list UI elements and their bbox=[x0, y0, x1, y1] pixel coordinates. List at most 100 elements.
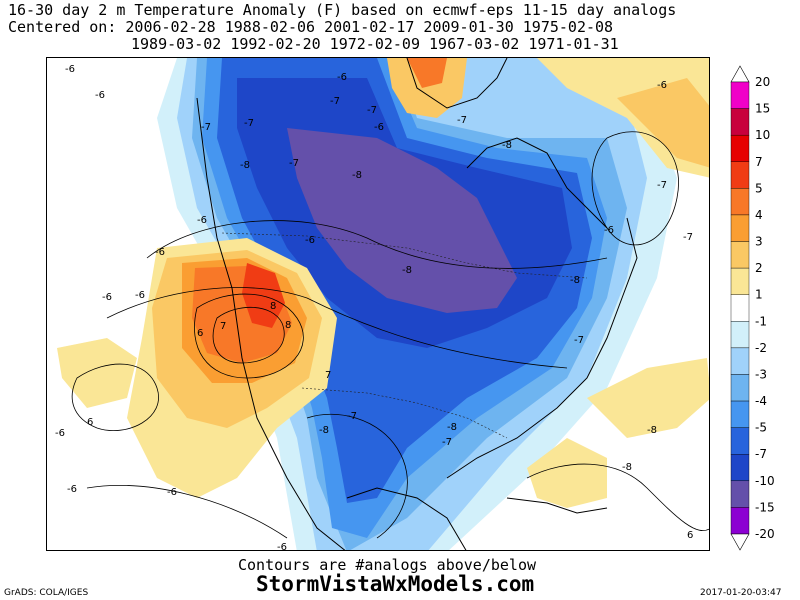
contour-label: -7 bbox=[683, 232, 693, 243]
site-name: StormVistaWxModels.com bbox=[256, 572, 535, 596]
warm-anomaly-caribbean bbox=[527, 438, 607, 508]
legend-tick-label: 4 bbox=[755, 208, 763, 222]
legend-tick-label: 10 bbox=[755, 128, 770, 142]
warm-anomaly-north-core bbox=[407, 58, 447, 88]
warm-anomaly-atlantic bbox=[587, 358, 709, 438]
legend-swatch bbox=[730, 480, 750, 508]
contour-label: -8 bbox=[402, 265, 412, 276]
contour-label: -6 bbox=[337, 72, 347, 83]
legend-tick-label: 1 bbox=[755, 288, 763, 302]
contour-label: -6 bbox=[55, 428, 65, 439]
political-borders bbox=[221, 232, 588, 439]
legend-swatch bbox=[730, 321, 750, 349]
legend-tick-label: -20 bbox=[755, 527, 775, 541]
contour-label: -6 bbox=[102, 292, 112, 303]
contour-label: -8 bbox=[352, 170, 362, 181]
legend-tick-label: 20 bbox=[755, 75, 770, 89]
software-credit: GrADS: COLA/IGES bbox=[4, 588, 89, 598]
warm-anomaly-north bbox=[387, 58, 467, 118]
contour-label: -7 bbox=[367, 105, 377, 116]
legend-canvas: 20 15 10 7 5 4 3 2 1 -1 -2 -3 -4 -5 -7 -10 -15 -20 bbox=[730, 65, 775, 551]
contour-label: -7 bbox=[289, 158, 299, 169]
contour-label: 6 bbox=[197, 328, 203, 339]
legend-swatch bbox=[730, 454, 750, 482]
contour-label: -8 bbox=[240, 160, 250, 171]
legend-tick-label: -3 bbox=[755, 367, 767, 381]
contour-label: 8 bbox=[285, 320, 291, 331]
contour-label: -8 bbox=[622, 462, 632, 473]
contour-label: 8 bbox=[270, 301, 276, 312]
contour-label: -6 bbox=[135, 290, 145, 301]
contour-value-labels: -6 -6 -7 -7 -7 -6 -7 -7 -6 -8 -8 -6 -7 -… bbox=[55, 64, 693, 551]
contour-label: -8 bbox=[502, 140, 512, 151]
legend-tick-label: 15 bbox=[755, 102, 770, 116]
warm-anomaly-northeast-2 bbox=[617, 78, 709, 168]
contour-label: -6 bbox=[65, 64, 75, 75]
contour-label: -6 bbox=[657, 80, 667, 91]
warm-anomaly-5 bbox=[242, 263, 285, 328]
legend-lower-arrow bbox=[730, 533, 750, 551]
contour-label: -8 bbox=[447, 422, 457, 433]
legend-swatch bbox=[730, 294, 750, 322]
contour-label: -8 bbox=[319, 425, 329, 436]
contour-label: -7 bbox=[657, 180, 667, 191]
contour-label: -7 bbox=[201, 122, 211, 133]
legend-tick-label: -10 bbox=[755, 474, 775, 488]
contour-label: -6 bbox=[604, 225, 614, 236]
legend-swatch bbox=[730, 214, 750, 242]
legend-swatch bbox=[730, 161, 750, 189]
color-scale-legend: 20 15 10 7 5 4 3 2 1 -1 -2 -3 -4 -5 -7 -10 -15 -20 bbox=[727, 64, 787, 554]
legend-swatch bbox=[730, 267, 750, 295]
contour-label: -7 bbox=[330, 96, 340, 107]
legend-tick-label: 2 bbox=[755, 261, 763, 275]
legend-tick-label: 7 bbox=[755, 155, 763, 169]
contour-note: Contours are #analogs above/below bbox=[238, 556, 537, 574]
contour-label: 7 bbox=[220, 321, 226, 332]
title-line-2: Centered on: 2006-02-28 1988-02-06 2001-… bbox=[8, 18, 614, 36]
contour-label: -6 bbox=[374, 122, 384, 133]
map-canvas: -6 -6 -7 -7 -7 -6 -7 -7 -6 -8 -8 -6 -7 -… bbox=[47, 58, 709, 551]
coastlines bbox=[196, 58, 638, 550]
contour-lines bbox=[71, 131, 709, 539]
legend-tick-label: 5 bbox=[755, 181, 763, 195]
contour-label: 6 bbox=[687, 530, 693, 541]
legend-tick-label: -15 bbox=[755, 500, 775, 514]
contour-label: -6 bbox=[197, 215, 207, 226]
contour-label: -6 bbox=[305, 235, 315, 246]
legend-swatch bbox=[730, 427, 750, 455]
contour-label: -6 bbox=[277, 542, 287, 551]
legend-tick-label: -2 bbox=[755, 341, 767, 355]
timestamp: 2017-01-20-03:47 bbox=[700, 588, 782, 598]
contour-label: -7 bbox=[457, 115, 467, 126]
title-line-3: 1989-03-02 1992-02-20 1972-02-09 1967-03… bbox=[131, 35, 619, 53]
legend-swatch bbox=[730, 347, 750, 375]
contour-label: -7 bbox=[347, 411, 357, 422]
anomaly-map[interactable]: -6 -6 -7 -7 -7 -6 -7 -7 -6 -8 -8 -6 -7 -… bbox=[46, 57, 710, 551]
legend-swatch bbox=[730, 241, 750, 269]
contour-label: -8 bbox=[570, 275, 580, 286]
legend-upper-arrow bbox=[730, 65, 750, 83]
contour-label: -8 bbox=[647, 425, 657, 436]
title-line-1: 16-30 day 2 m Temperature Anomaly (F) ba… bbox=[8, 1, 677, 19]
cold-anomaly-10 bbox=[287, 128, 517, 313]
contour-label: -6 bbox=[155, 247, 165, 258]
contour-label: -6 bbox=[95, 90, 105, 101]
contour-label: 6 bbox=[87, 417, 93, 428]
legend-swatch bbox=[730, 400, 750, 428]
legend-tick-label: -5 bbox=[755, 421, 767, 435]
contour-label: -6 bbox=[167, 487, 177, 498]
contour-label: -7 bbox=[244, 118, 254, 129]
legend-tick-label: -1 bbox=[755, 314, 767, 328]
contour-label: -7 bbox=[574, 335, 584, 346]
legend-tick-label: 3 bbox=[755, 235, 763, 249]
legend-swatch bbox=[730, 374, 750, 402]
legend-swatch bbox=[730, 108, 750, 136]
contour-label: -6 bbox=[67, 484, 77, 495]
contour-label: -7 bbox=[442, 437, 452, 448]
legend-swatch bbox=[730, 134, 750, 162]
legend-swatch bbox=[730, 507, 750, 535]
contour-label: 7 bbox=[325, 370, 331, 381]
warm-anomaly-pacific bbox=[57, 338, 137, 408]
legend-swatch bbox=[730, 188, 750, 216]
legend-tick-label: -4 bbox=[755, 394, 767, 408]
